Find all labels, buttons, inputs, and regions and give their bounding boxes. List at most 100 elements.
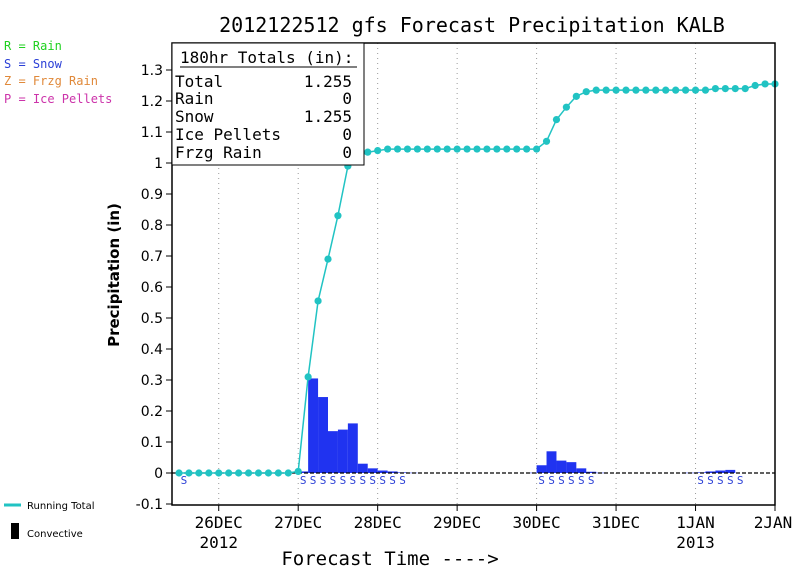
running-total-point xyxy=(523,145,531,153)
x-tick-label: 31DEC xyxy=(592,513,640,532)
y-tick-label: 1.3 xyxy=(141,63,163,79)
y-tick-label: 1 xyxy=(154,156,163,172)
running-total-point xyxy=(413,145,421,153)
running-total-point xyxy=(463,145,471,153)
running-total-point xyxy=(632,86,640,94)
running-total-point xyxy=(254,469,263,477)
x-tick-label: 30DEC xyxy=(513,513,561,532)
snow-bar xyxy=(556,460,567,473)
y-tick-label: 0.1 xyxy=(141,435,163,451)
running-total-point xyxy=(185,469,193,477)
y-tick-label: 0.2 xyxy=(141,404,163,420)
snow-bar xyxy=(546,451,557,473)
running-total-point xyxy=(652,86,660,94)
snow-marker: S xyxy=(300,474,307,487)
snow-bar xyxy=(318,397,328,473)
running-total-point xyxy=(701,86,710,94)
snow-marker: S xyxy=(697,474,704,487)
snow-bar xyxy=(367,468,378,473)
y-tick-label: 1.2 xyxy=(141,94,163,110)
running-total-point xyxy=(572,92,580,100)
totals-value-snow: 1.255 xyxy=(304,107,352,126)
running-total-point xyxy=(294,467,302,476)
totals-value-frzg-rain: 0 xyxy=(342,143,352,162)
snow-marker: S xyxy=(389,474,396,487)
running-total-point xyxy=(393,145,402,153)
bar-series xyxy=(298,378,736,474)
running-total-point xyxy=(473,145,481,153)
x-tick-label: 29DEC xyxy=(433,513,481,532)
snow-bar xyxy=(715,470,726,473)
snow-marker: S xyxy=(181,474,188,487)
running-total-point xyxy=(682,86,690,94)
totals-value-rain: 0 xyxy=(342,89,352,108)
snow-bar xyxy=(725,469,736,473)
y-tick-label: -0.1 xyxy=(136,497,163,513)
snow-bar xyxy=(526,472,537,474)
running-total-point xyxy=(443,145,451,153)
snow-marker: S xyxy=(350,474,357,487)
snow-bar xyxy=(536,465,547,473)
totals-value-ice-pellets: 0 xyxy=(342,125,352,144)
y-tick-label: 0.7 xyxy=(141,249,163,265)
y-tick-label: 0 xyxy=(154,466,163,482)
snow-marker: S xyxy=(568,474,575,487)
running-total-point xyxy=(403,145,412,153)
totals-label-total: Total xyxy=(175,72,223,91)
snow-marker: S xyxy=(558,474,565,487)
running-total-point xyxy=(384,145,392,153)
grid-lines xyxy=(218,43,697,505)
snow-marker: S xyxy=(320,474,327,487)
running-total-point xyxy=(483,145,491,153)
y-tick-label: 1.1 xyxy=(141,125,163,141)
legend-convective-swatch xyxy=(11,523,19,539)
snow-marker: S xyxy=(379,474,386,487)
running-total-point xyxy=(691,86,700,94)
y-tick-label: 0.3 xyxy=(141,373,163,389)
snow-marker: S xyxy=(310,474,317,487)
legend-rain: R = Rain xyxy=(4,39,62,53)
running-total-point xyxy=(364,148,372,156)
running-total-point xyxy=(562,103,571,111)
y-tick-label: 0.6 xyxy=(141,280,163,296)
totals-box: 180hr Totals (in): Total 1.255 Rain 0 Sn… xyxy=(171,42,365,166)
snow-bar xyxy=(328,431,338,473)
running-total-point xyxy=(334,212,342,220)
running-total-point xyxy=(711,85,720,93)
running-total-point xyxy=(324,255,332,263)
snow-marker: S xyxy=(369,474,376,487)
running-total-point xyxy=(503,145,511,153)
running-total-point xyxy=(284,469,292,477)
plot-frame xyxy=(171,42,776,506)
running-total-point xyxy=(602,86,610,94)
running-total-point xyxy=(741,85,749,93)
x-tick-label: 27DEC xyxy=(274,513,322,532)
x-tick-label: 2JAN xyxy=(754,513,793,532)
snow-marker: S xyxy=(399,474,406,487)
snow-bar xyxy=(586,471,597,473)
running-total-point xyxy=(274,469,282,477)
legend-convective-label: Convective xyxy=(27,529,83,540)
running-total-point xyxy=(612,86,620,94)
y-tick-label: 0.4 xyxy=(141,342,163,358)
running-total-point xyxy=(592,86,600,94)
running-total-point xyxy=(304,373,312,381)
totals-value-total: 1.255 xyxy=(304,72,352,91)
snow-marker: S xyxy=(737,474,744,487)
running-total-point xyxy=(433,145,441,153)
type-legend: R = Rain S = Snow Z = Frzg Rain P = Ice … xyxy=(4,39,112,106)
running-total-point xyxy=(374,147,382,155)
snow-bar xyxy=(566,462,577,473)
x-tick-label: 1JAN xyxy=(676,513,715,532)
snow-marker: S xyxy=(359,474,366,487)
snow-bar xyxy=(308,378,319,473)
running-total-point xyxy=(225,469,233,477)
snow-marker: S xyxy=(717,474,724,487)
running-total-point xyxy=(552,116,561,124)
running-total-point xyxy=(244,469,253,477)
running-total-point xyxy=(721,85,729,93)
running-total-point xyxy=(513,145,521,153)
totals-label-ice-pellets: Ice Pellets xyxy=(175,125,281,144)
